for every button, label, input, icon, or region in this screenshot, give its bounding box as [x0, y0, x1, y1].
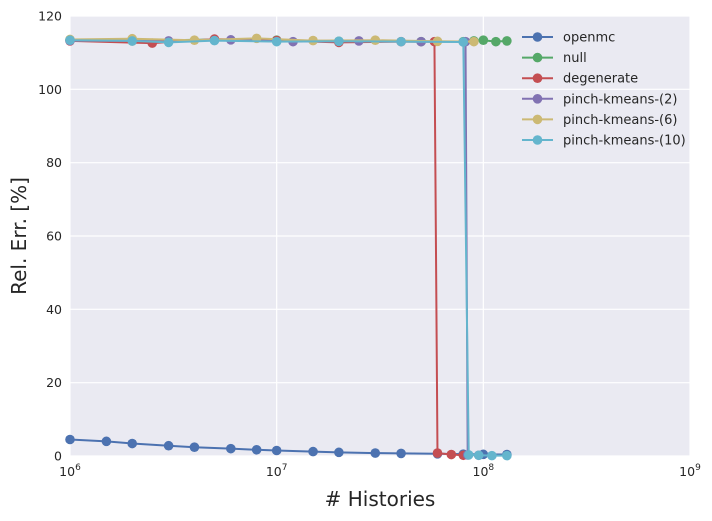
- data-point: [101, 436, 112, 447]
- data-point: [370, 35, 381, 45]
- data-point: [396, 36, 406, 47]
- legend-item: pinch-kmeans-(10): [522, 134, 686, 149]
- data-point: [502, 450, 512, 461]
- y-axis-label: Rel. Err. [%]: [7, 177, 31, 295]
- y-tick-label: 100: [38, 82, 62, 97]
- legend-label: pinch-kmeans-(6): [563, 113, 677, 128]
- data-point: [491, 36, 501, 47]
- data-point: [463, 450, 474, 460]
- data-point: [65, 35, 75, 45]
- data-point: [469, 36, 479, 47]
- data-point: [308, 446, 318, 457]
- data-point: [251, 444, 262, 455]
- x-tick-label: 106: [59, 463, 81, 479]
- legend: openmc null degenerate pinch-kmeans-(2) pinc…: [522, 31, 686, 149]
- gridlines: [69, 15, 691, 457]
- data-point: [271, 445, 282, 456]
- data-point: [189, 35, 200, 45]
- legend-item: openmc: [522, 31, 615, 46]
- data-point: [370, 448, 381, 458]
- y-tick-label: 20: [46, 375, 62, 390]
- data-point: [446, 449, 457, 460]
- data-point: [458, 37, 469, 47]
- legend-item: pinch-kmeans-(6): [522, 113, 677, 128]
- legend-label: pinch-kmeans-(2): [563, 92, 677, 107]
- legend-marker: [532, 114, 543, 125]
- data-point: [189, 442, 200, 453]
- data-point: [502, 36, 512, 46]
- legend-marker: [532, 32, 543, 42]
- legend-label: openmc: [563, 31, 615, 46]
- data-point: [396, 448, 406, 459]
- legend-marker: [532, 52, 543, 63]
- series-pinch-kmeans-(10): [65, 35, 512, 461]
- legend-label: pinch-kmeans-(10): [563, 134, 686, 149]
- x-tick-label: 108: [473, 463, 495, 479]
- data-point: [334, 447, 344, 458]
- y-tick-label: 0: [54, 449, 62, 464]
- legend-marker: [532, 135, 543, 145]
- series-layer: [65, 33, 512, 461]
- data-point: [487, 450, 497, 461]
- data-point: [127, 438, 138, 449]
- legend-marker: [532, 73, 543, 83]
- data-point: [226, 443, 236, 454]
- data-point: [271, 36, 282, 47]
- legend-item: degenerate: [522, 72, 638, 87]
- data-point: [473, 450, 484, 461]
- data-point: [334, 36, 344, 47]
- x-tick-label: 107: [266, 463, 288, 479]
- legend-item: pinch-kmeans-(2): [522, 92, 677, 107]
- data-point: [432, 448, 443, 458]
- y-tick-label: 60: [46, 229, 62, 244]
- y-tick-label: 80: [46, 155, 62, 170]
- legend-marker: [532, 94, 543, 104]
- y-tick-label: 40: [46, 302, 62, 317]
- legend-label: null: [563, 51, 587, 66]
- legend-item: null: [522, 51, 587, 66]
- legend-label: degenerate: [563, 72, 638, 87]
- data-point: [65, 434, 75, 445]
- data-point: [163, 440, 174, 451]
- data-point: [478, 35, 489, 45]
- y-tick-label: 120: [38, 9, 62, 24]
- data-point: [127, 36, 138, 46]
- data-point: [209, 35, 220, 46]
- x-tick-label: 109: [679, 463, 701, 479]
- x-axis-label: # Histories: [325, 487, 436, 511]
- data-point: [163, 37, 174, 48]
- tick-labels: 106 107 108 109 0 20 40 60 80 100 120: [38, 9, 701, 480]
